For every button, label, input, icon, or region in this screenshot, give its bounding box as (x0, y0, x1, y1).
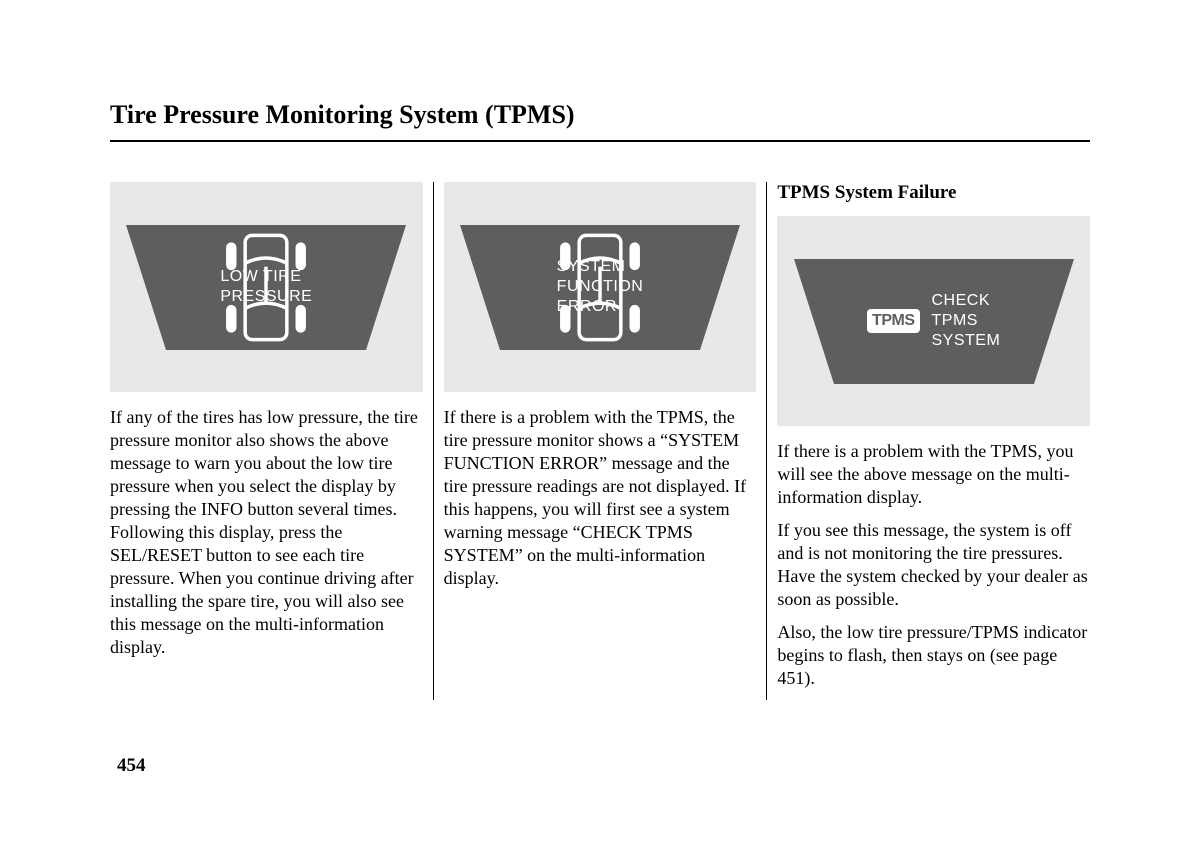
warning-display-function-error: SYSTEM FUNCTION ERROR (444, 182, 757, 392)
paragraph: If any of the tires has low pressure, th… (110, 406, 423, 659)
paragraph: If you see this message, the system is o… (777, 519, 1090, 611)
section-heading: TPMS System Failure (777, 182, 1090, 204)
column-1: LOW TIRE PRESSURE If any of the tires ha… (110, 182, 434, 700)
column-2: SYSTEM FUNCTION ERROR If there is a prob… (434, 182, 768, 700)
display-text: CHECK TPMS SYSTEM (932, 291, 1001, 351)
content-columns: LOW TIRE PRESSURE If any of the tires ha… (110, 182, 1090, 700)
paragraph: If there is a problem with the TPMS, you… (777, 440, 1090, 509)
column-3: TPMS System Failure TPMS CHECK TPMS SYST… (767, 182, 1090, 700)
warning-display-check-tpms: TPMS CHECK TPMS SYSTEM (777, 216, 1090, 426)
tpms-badge-icon: TPMS (867, 309, 919, 333)
paragraph: If there is a problem with the TPMS, the… (444, 406, 757, 590)
warning-display-low-pressure: LOW TIRE PRESSURE (110, 182, 423, 392)
paragraph: Also, the low tire pressure/TPMS indicat… (777, 621, 1090, 690)
car-top-icon (126, 225, 406, 350)
car-top-icon (460, 225, 740, 350)
page-number: 454 (117, 755, 146, 777)
page-title: Tire Pressure Monitoring System (TPMS) (110, 100, 1090, 142)
